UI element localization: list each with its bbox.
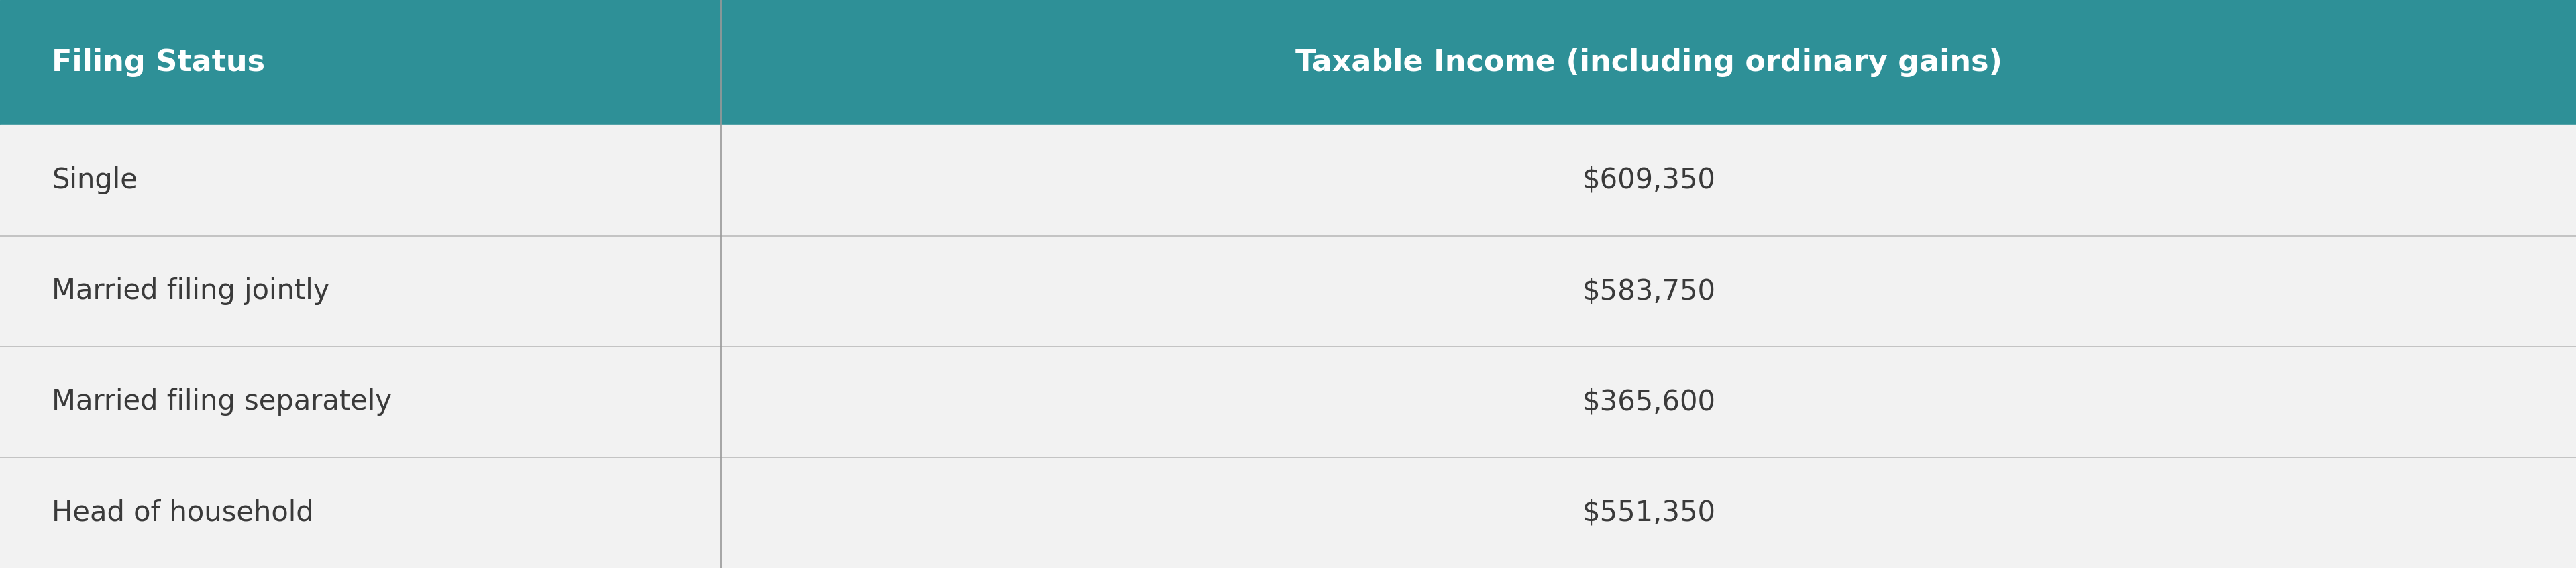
Bar — [721, 236, 2576, 346]
Bar — [0, 236, 721, 346]
Text: Single: Single — [52, 166, 137, 194]
Bar — [0, 457, 721, 568]
Text: $365,600: $365,600 — [1582, 388, 1716, 416]
Bar — [721, 457, 2576, 568]
Text: Filing Status: Filing Status — [52, 48, 265, 77]
Text: $551,350: $551,350 — [1582, 499, 1716, 527]
Text: $609,350: $609,350 — [1582, 166, 1716, 194]
Bar — [0, 346, 721, 457]
Bar — [0, 125, 721, 236]
Bar — [721, 125, 2576, 236]
Text: Married filing jointly: Married filing jointly — [52, 277, 330, 305]
Bar — [0, 0, 721, 125]
Text: Head of household: Head of household — [52, 499, 314, 527]
Text: Married filing separately: Married filing separately — [52, 388, 392, 416]
Bar — [721, 0, 2576, 125]
Text: Taxable Income (including ordinary gains): Taxable Income (including ordinary gains… — [1296, 48, 2002, 77]
Text: $583,750: $583,750 — [1582, 277, 1716, 305]
Bar — [721, 346, 2576, 457]
